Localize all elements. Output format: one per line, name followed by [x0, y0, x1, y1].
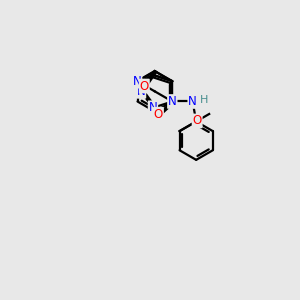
Text: N: N	[137, 85, 146, 98]
Text: N: N	[148, 101, 158, 114]
Text: H: H	[200, 95, 208, 105]
Text: N: N	[133, 75, 142, 88]
Text: O: O	[193, 114, 202, 128]
Text: N: N	[168, 95, 177, 108]
Text: O: O	[140, 80, 149, 92]
Text: O: O	[154, 108, 163, 121]
Text: N: N	[188, 95, 197, 108]
